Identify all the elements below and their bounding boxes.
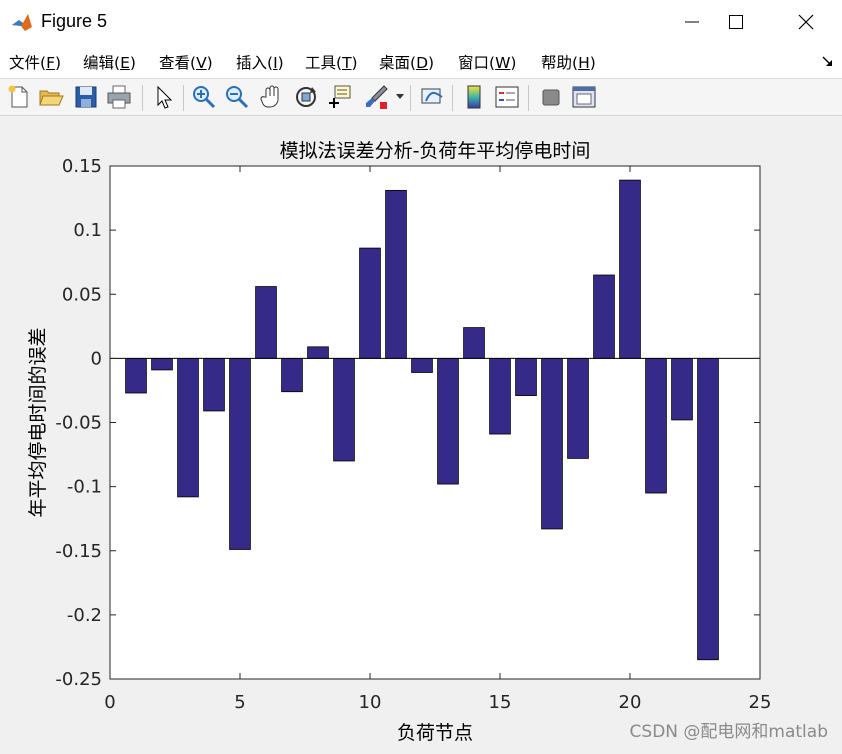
matlab-logo-icon: [11, 11, 33, 33]
menu-insert[interactable]: 插入(I): [236, 54, 284, 72]
pan-hand-icon[interactable]: [258, 83, 286, 111]
bar: [541, 357, 563, 530]
bar: [255, 286, 277, 359]
toolbar-separator: [183, 85, 184, 111]
zoom-in-icon[interactable]: [190, 83, 218, 111]
menu-window[interactable]: 窗口(W): [458, 54, 517, 72]
y-tick-label: 0.15: [62, 156, 102, 177]
toolbar-separator: [452, 85, 453, 111]
new-figure-icon[interactable]: [5, 83, 33, 111]
y-tick-label: 0: [91, 348, 102, 369]
rotate-3d-icon[interactable]: [292, 83, 320, 111]
window-title: Figure 5: [41, 11, 108, 31]
figure-toolbar: [0, 79, 842, 116]
y-axis-label: 年平均停电时间的误差: [27, 327, 49, 517]
dock-arrow-icon[interactable]: [822, 56, 834, 68]
title-bar: Figure 5: [0, 0, 842, 44]
y-tick-label: -0.05: [55, 413, 102, 434]
bar: [307, 346, 329, 359]
x-tick-label: 15: [489, 692, 512, 713]
bar: [489, 357, 511, 435]
close-icon: [798, 14, 814, 30]
bar: [437, 357, 459, 485]
bar: [177, 357, 199, 498]
bar: [411, 357, 433, 373]
x-axis-label: 负荷节点: [397, 722, 473, 744]
bar: [359, 247, 381, 359]
link-plot-icon[interactable]: [418, 83, 446, 111]
chart-title: 模拟法误差分析-负荷年平均停电时间: [280, 140, 591, 162]
bar-chart: 0 5 10 15 20 25 0.15 0.1 0.05 0 -0.05 -0.1 -0.15 -0.2…: [27, 140, 772, 744]
bar: [697, 357, 719, 661]
toolbar-separator: [410, 85, 411, 111]
print-icon[interactable]: [105, 83, 133, 111]
menu-bar: 文件(F) 编辑(E) 查看(V) 插入(I) 工具(T) 桌面(D) 窗口(W…: [0, 44, 842, 79]
save-icon[interactable]: [72, 83, 100, 111]
bar: [125, 357, 147, 394]
data-cursor-icon[interactable]: [325, 83, 353, 111]
open-file-icon[interactable]: [37, 83, 65, 111]
bar: [385, 189, 407, 359]
x-tick-label: 10: [359, 692, 382, 713]
brush-dropdown-icon[interactable]: [396, 94, 404, 100]
maximize-button[interactable]: [708, 0, 764, 44]
hide-plot-tools-icon[interactable]: [537, 83, 565, 111]
figure-canvas: 0 5 10 15 20 25 0.15 0.1 0.05 0 -0.05 -0.1 -0.15 -0.2…: [0, 116, 842, 750]
menu-edit[interactable]: 编辑(E): [83, 54, 136, 72]
toolbar-separator: [142, 85, 143, 111]
show-plot-tools-icon[interactable]: [570, 83, 598, 111]
y-tick-label: -0.1: [67, 477, 102, 498]
minimize-icon: [685, 21, 699, 23]
bar: [515, 357, 537, 396]
menu-tools[interactable]: 工具(T): [305, 54, 358, 72]
menu-file[interactable]: 文件(F): [9, 54, 62, 72]
menu-desktop[interactable]: 桌面(D): [379, 54, 435, 72]
bar: [593, 274, 615, 359]
watermark-text: CSDN @配电网和matlab: [629, 722, 828, 742]
close-button[interactable]: [778, 0, 834, 44]
select-arrow-icon[interactable]: [150, 83, 178, 111]
x-tick-label: 0: [104, 692, 115, 713]
menu-view[interactable]: 查看(V): [159, 54, 213, 72]
zoom-out-icon[interactable]: [223, 83, 251, 111]
x-tick-label: 20: [619, 692, 642, 713]
y-tick-label: -0.25: [55, 669, 102, 690]
y-tick-label: -0.2: [67, 605, 102, 626]
maximize-icon: [729, 15, 743, 29]
bar: [645, 357, 667, 494]
toolbar-separator: [528, 85, 529, 111]
x-tick-label: 5: [234, 692, 245, 713]
bar: [463, 327, 485, 359]
bar: [333, 357, 355, 462]
bar: [671, 357, 693, 421]
y-tick-label: -0.15: [55, 541, 102, 562]
brush-icon[interactable]: [362, 83, 390, 111]
y-tick-label: 0.1: [73, 220, 102, 241]
colorbar-icon[interactable]: [460, 83, 488, 111]
bar: [229, 357, 251, 550]
bar: [151, 357, 173, 371]
y-tick-label: 0.05: [62, 284, 102, 305]
x-tick-label: 25: [749, 692, 772, 713]
bar: [619, 179, 641, 359]
menu-help[interactable]: 帮助(H): [541, 54, 596, 72]
bar: [281, 357, 303, 393]
bar: [203, 357, 225, 412]
minimize-button[interactable]: [664, 0, 720, 44]
legend-icon[interactable]: [493, 83, 521, 111]
bar: [567, 357, 589, 459]
